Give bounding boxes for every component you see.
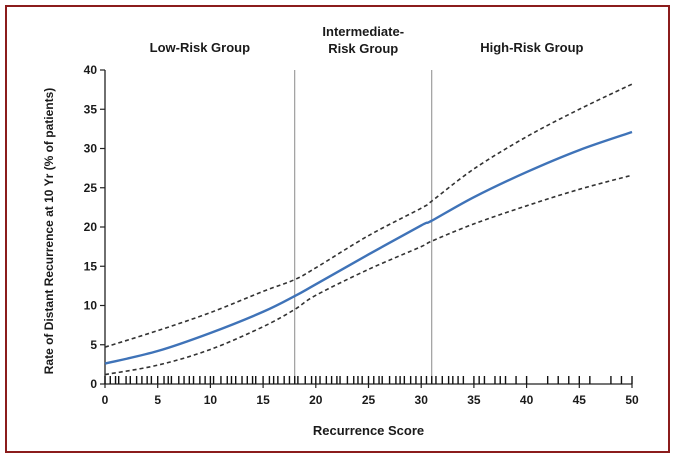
y-tick-label: 30 bbox=[84, 142, 98, 156]
risk-group-label: Intermediate- bbox=[322, 24, 404, 39]
x-tick-label: 25 bbox=[362, 393, 376, 407]
x-tick-label: 0 bbox=[102, 393, 109, 407]
risk-group-label: Risk Group bbox=[328, 41, 398, 56]
y-tick-label: 10 bbox=[84, 299, 98, 313]
y-tick-label: 40 bbox=[84, 63, 98, 77]
estimate-line bbox=[104, 130, 633, 365]
chart-frame: 0 5 10 15 20 25 30 35 40 0 5 10 15 20 25 30 35 40 45 50 Low-… bbox=[5, 5, 670, 453]
y-tick-label: 5 bbox=[90, 338, 97, 352]
x-tick-label: 35 bbox=[467, 393, 481, 407]
y-tick-label: 25 bbox=[84, 181, 98, 195]
risk-group-label: Low-Risk Group bbox=[150, 40, 250, 55]
y-tick-label: 0 bbox=[90, 377, 97, 391]
y-tick-label: 15 bbox=[84, 259, 98, 273]
x-tick-label: 15 bbox=[256, 393, 270, 407]
y-tick-label: 35 bbox=[84, 102, 98, 116]
x-tick-label: 45 bbox=[573, 393, 587, 407]
y-tick-label: 20 bbox=[84, 220, 98, 234]
y-axis-title: Rate of Distant Recurrence at 10 Yr (% o… bbox=[42, 88, 56, 375]
x-tick-label: 10 bbox=[204, 393, 218, 407]
risk-group-label: High-Risk Group bbox=[480, 40, 583, 55]
confidence-band-line bbox=[104, 174, 633, 376]
x-axis-title: Recurrence Score bbox=[313, 423, 424, 438]
x-tick-label: 40 bbox=[520, 393, 534, 407]
chart: 0 5 10 15 20 25 30 35 40 0 5 10 15 20 25 30 35 40 45 50 Low-… bbox=[42, 24, 639, 438]
confidence-band-line bbox=[104, 83, 633, 348]
x-tick-label: 50 bbox=[625, 393, 639, 407]
x-tick-label: 20 bbox=[309, 393, 323, 407]
x-tick-label: 5 bbox=[154, 393, 161, 407]
x-tick-label: 30 bbox=[415, 393, 429, 407]
